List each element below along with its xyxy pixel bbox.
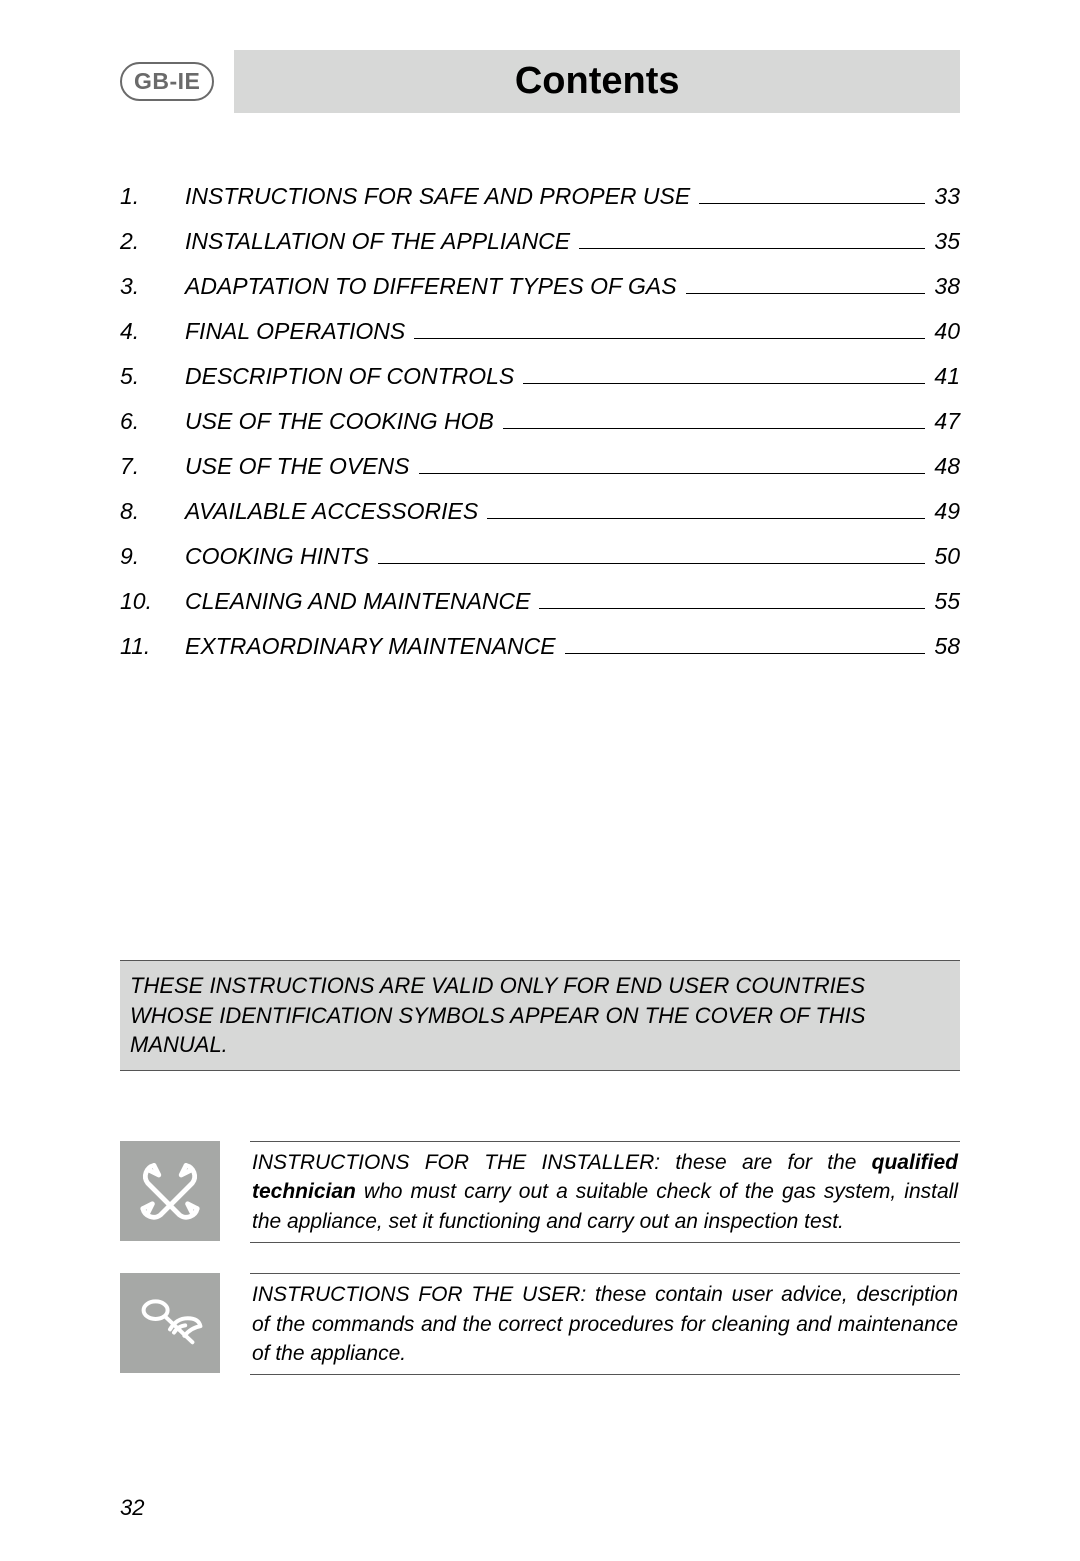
toc-row: 7. USE OF THE OVENS 48: [120, 453, 960, 480]
toc-page: 49: [929, 498, 960, 525]
toc-leader: [699, 203, 925, 204]
toc-row: 5. DESCRIPTION OF CONTROLS 41: [120, 363, 960, 390]
toc-number: 6.: [120, 408, 185, 435]
toc-page: 50: [929, 543, 960, 570]
toc-number: 1.: [120, 183, 185, 210]
toc-title: USE OF THE OVENS: [185, 453, 415, 480]
wrench-icon: [120, 1141, 220, 1241]
toc-title: INSTALLATION OF THE APPLIANCE: [185, 228, 575, 255]
toc-leader: [378, 563, 925, 564]
toc-page: 48: [929, 453, 960, 480]
toc-title: USE OF THE COOKING HOB: [185, 408, 499, 435]
validity-notice: THESE INSTRUCTIONS ARE VALID ONLY FOR EN…: [120, 960, 960, 1071]
page-title: Contents: [234, 50, 960, 113]
toc-row: 2. INSTALLATION OF THE APPLIANCE 35: [120, 228, 960, 255]
toc-row: 3. ADAPTATION TO DIFFERENT TYPES OF GAS …: [120, 273, 960, 300]
toc-page: 40: [929, 318, 960, 345]
toc-number: 10.: [120, 588, 185, 615]
toc-leader: [487, 518, 925, 519]
header-row: GB-IE Contents: [120, 50, 960, 113]
toc-row: 11. EXTRAORDINARY MAINTENANCE 58: [120, 633, 960, 660]
toc-number: 9.: [120, 543, 185, 570]
toc-leader: [686, 293, 926, 294]
toc-row: 4. FINAL OPERATIONS 40: [120, 318, 960, 345]
toc-leader: [579, 248, 925, 249]
toc-number: 8.: [120, 498, 185, 525]
toc-row: 10. CLEANING AND MAINTENANCE 55: [120, 588, 960, 615]
toc-page: 58: [929, 633, 960, 660]
toc-page: 35: [929, 228, 960, 255]
toc-row: 6. USE OF THE COOKING HOB 47: [120, 408, 960, 435]
toc-title: COOKING HINTS: [185, 543, 374, 570]
toc-page: 38: [929, 273, 960, 300]
toc-leader: [414, 338, 925, 339]
toc-number: 4.: [120, 318, 185, 345]
toc-row: 8. AVAILABLE ACCESSORIES 49: [120, 498, 960, 525]
toc-number: 7.: [120, 453, 185, 480]
toc-title: FINAL OPERATIONS: [185, 318, 410, 345]
toc-title: INSTRUCTIONS FOR SAFE AND PROPER USE: [185, 183, 695, 210]
installer-suffix: who must carry out a suitable check of t…: [252, 1180, 958, 1232]
toc-row: 1. INSTRUCTIONS FOR SAFE AND PROPER USE …: [120, 183, 960, 210]
toc-title: EXTRAORDINARY MAINTENANCE: [185, 633, 561, 660]
spoon-icon: [120, 1273, 220, 1373]
toc-number: 3.: [120, 273, 185, 300]
installer-text: INSTRUCTIONS FOR THE INSTALLER: these ar…: [250, 1141, 960, 1243]
toc-leader: [539, 608, 925, 609]
toc-leader: [419, 473, 926, 474]
toc-number: 2.: [120, 228, 185, 255]
toc-title: CLEANING AND MAINTENANCE: [185, 588, 535, 615]
toc-leader: [565, 653, 926, 654]
toc-number: 5.: [120, 363, 185, 390]
toc-page: 55: [929, 588, 960, 615]
page-number: 32: [120, 1495, 960, 1521]
toc-page: 47: [929, 408, 960, 435]
toc-title: ADAPTATION TO DIFFERENT TYPES OF GAS: [185, 273, 682, 300]
user-section: INSTRUCTIONS FOR THE USER: these contain…: [120, 1273, 960, 1375]
toc-row: 9. COOKING HINTS 50: [120, 543, 960, 570]
toc-number: 11.: [120, 633, 185, 660]
toc-page: 33: [929, 183, 960, 210]
installer-prefix: INSTRUCTIONS FOR THE INSTALLER: these ar…: [252, 1151, 872, 1174]
toc-title: AVAILABLE ACCESSORIES: [185, 498, 483, 525]
toc-leader: [523, 383, 925, 384]
toc-page: 41: [929, 363, 960, 390]
user-text: INSTRUCTIONS FOR THE USER: these contain…: [250, 1273, 960, 1375]
toc-title: DESCRIPTION OF CONTROLS: [185, 363, 519, 390]
toc-leader: [503, 428, 926, 429]
region-badge: GB-IE: [120, 62, 214, 101]
table-of-contents: 1. INSTRUCTIONS FOR SAFE AND PROPER USE …: [120, 183, 960, 660]
installer-section: INSTRUCTIONS FOR THE INSTALLER: these ar…: [120, 1141, 960, 1243]
